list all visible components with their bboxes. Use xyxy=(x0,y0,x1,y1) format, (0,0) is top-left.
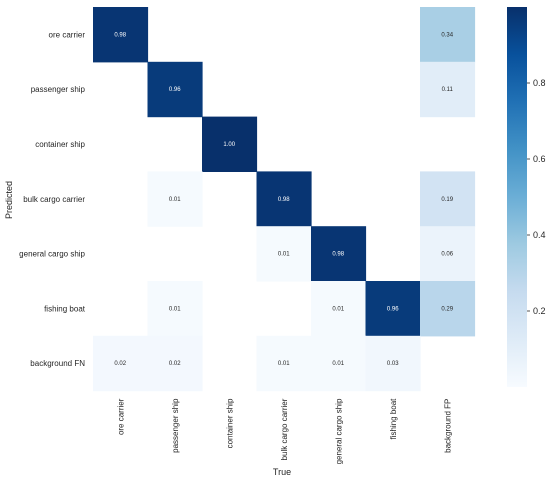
heatmap-cell xyxy=(202,116,258,172)
heatmap-cell xyxy=(93,7,149,63)
heatmap-cell xyxy=(311,335,367,392)
heatmap-cell xyxy=(256,226,312,282)
colorbar xyxy=(507,7,527,387)
cell-value-label: 0.98 xyxy=(278,197,290,203)
x-tick-label: fishing boat xyxy=(389,398,398,440)
cell-value-label: 0.98 xyxy=(332,252,344,258)
heatmap-cell xyxy=(93,335,149,392)
y-tick-label: ore carrier xyxy=(49,30,86,39)
cell-value-label: 1.00 xyxy=(223,142,235,148)
y-tick-label: fishing boat xyxy=(44,304,86,313)
cell-value-label: 0.02 xyxy=(169,361,181,367)
cell-value-label: 0.01 xyxy=(332,306,344,312)
colorbar-tick-label: 0.8 xyxy=(533,78,546,88)
cell-value-label: 0.02 xyxy=(114,361,126,367)
cell-value-label: 0.96 xyxy=(387,306,399,312)
x-tick-label: container ship xyxy=(225,398,234,448)
y-tick-label: container ship xyxy=(35,140,85,149)
y-tick-label: passenger ship xyxy=(31,85,86,94)
heatmap-cell xyxy=(256,171,312,227)
heatmap-cell xyxy=(420,7,476,63)
cell-value-label: 0.34 xyxy=(441,32,453,38)
cell-value-label: 0.01 xyxy=(169,306,181,312)
y-tick-label: background FN xyxy=(30,359,85,368)
cell-value-label: 0.29 xyxy=(441,306,453,312)
heatmap-cell xyxy=(311,226,367,282)
x-tick-label: bulk cargo carrier xyxy=(280,398,289,460)
heatmap-cell xyxy=(365,335,421,392)
heatmap-cell xyxy=(147,61,203,118)
cell-value-label: 0.96 xyxy=(169,87,181,93)
x-tick-label: passenger ship xyxy=(171,398,180,453)
heatmap-cell xyxy=(420,281,476,337)
colorbar-tick-label: 0.4 xyxy=(533,230,546,240)
colorbar-ticks: 0.2 0.4 0.6 0.8 xyxy=(527,78,546,316)
heatmap-cell xyxy=(147,335,203,392)
colorbar-tick-label: 0.2 xyxy=(533,306,546,316)
heatmap-cell xyxy=(365,281,421,337)
y-tick-label: general cargo ship xyxy=(19,250,85,259)
cell-value-label: 0.98 xyxy=(114,32,126,38)
heatmap-cell xyxy=(147,171,203,227)
cell-value-label: 0.01 xyxy=(169,197,181,203)
y-axis-label: Predicted xyxy=(4,181,14,219)
colorbar-gradient xyxy=(507,7,527,387)
cell-value-label: 0.01 xyxy=(278,252,290,258)
heatmap-cell xyxy=(420,171,476,227)
heatmap-cell xyxy=(256,335,312,392)
heatmap-cell xyxy=(311,281,367,337)
heatmap-cells: 0.98 0.34 0.96 0.11 1.00 0.01 0.98 0.19 0.01 0.98… xyxy=(93,7,476,392)
y-tick-label: bulk cargo carrier xyxy=(23,195,85,204)
cell-value-label: 0.19 xyxy=(441,197,453,203)
cell-value-label: 0.01 xyxy=(332,361,344,367)
x-tick-label: background FP xyxy=(443,399,452,453)
x-tick-label: ore carrier xyxy=(116,398,125,435)
heatmap-cell xyxy=(147,281,203,337)
cell-value-label: 0.01 xyxy=(278,361,290,367)
x-tick-label: general cargo ship xyxy=(334,398,343,464)
heatmap-cell xyxy=(420,61,476,118)
cell-value-label: 0.11 xyxy=(442,87,454,93)
y-tick-labels: ore carrier passenger ship container ship b… xyxy=(19,30,86,368)
x-tick-labels: ore carrier passenger ship container ship b… xyxy=(116,398,452,465)
x-axis-label: True xyxy=(273,467,291,477)
cell-value-label: 0.03 xyxy=(387,361,399,367)
colorbar-tick-label: 0.6 xyxy=(533,154,546,164)
heatmap-cell xyxy=(420,226,476,282)
cell-value-label: 0.06 xyxy=(441,252,453,258)
